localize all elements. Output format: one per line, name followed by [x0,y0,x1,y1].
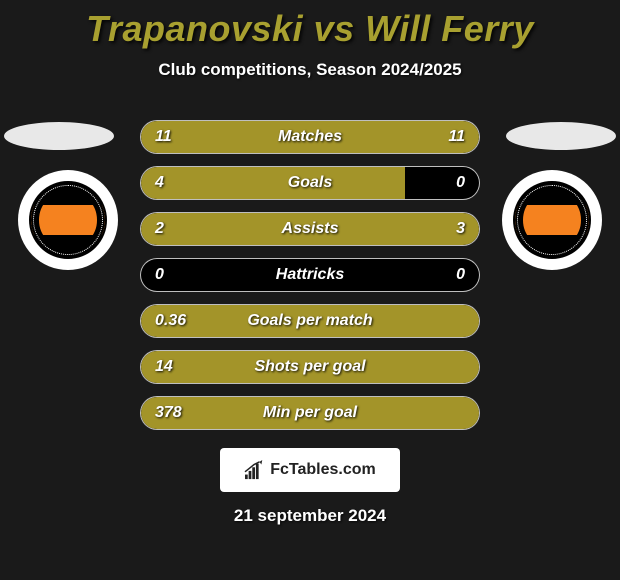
stat-row: 4 0 Goals [140,166,480,200]
date-label: 21 september 2024 [0,506,620,526]
stat-value-player2: 11 [448,128,465,146]
stat-row: 378 Min per goal [140,396,480,430]
attribution-badge: FcTables.com [220,448,400,492]
stat-label: Shots per goal [254,358,365,376]
stat-label: Goals [288,174,332,192]
stat-value-player2: 3 [456,220,465,238]
stat-value-player1: 378 [155,404,182,422]
stat-label: Goals per match [247,312,372,330]
stat-row: 2 3 Assists [140,212,480,246]
stat-label: Min per goal [263,404,357,422]
stat-value-player1: 11 [155,128,172,146]
stat-value-player2: 0 [456,174,465,192]
stat-row: 11 11 Matches [140,120,480,154]
stat-value-player2: 0 [456,266,465,284]
player2-club-crest [502,170,602,270]
stat-row: 0 0 Hattricks [140,258,480,292]
stat-value-player1: 0 [155,266,164,284]
stat-label: Matches [278,128,342,146]
player1-club-crest [18,170,118,270]
stat-value-player1: 14 [155,358,173,376]
stat-label: Hattricks [276,266,344,284]
attribution-text: FcTables.com [270,461,376,479]
stats-container: 11 11 Matches 4 0 Goals 2 3 Assists 0 0 Hattricks 0.… [140,120,480,442]
subtitle: Club competitions, Season 2024/2025 [0,60,620,80]
player2-platform [506,122,616,150]
stat-label: Assists [282,220,339,238]
stat-bar-player1 [141,167,405,199]
page-title: Trapanovski vs Will Ferry [0,0,620,50]
fctables-logo-icon [244,460,266,480]
stat-value-player1: 4 [155,174,164,192]
stat-value-player1: 0.36 [155,312,186,330]
stat-row: 0.36 Goals per match [140,304,480,338]
player1-platform [4,122,114,150]
stat-row: 14 Shots per goal [140,350,480,384]
stat-value-player1: 2 [155,220,164,238]
